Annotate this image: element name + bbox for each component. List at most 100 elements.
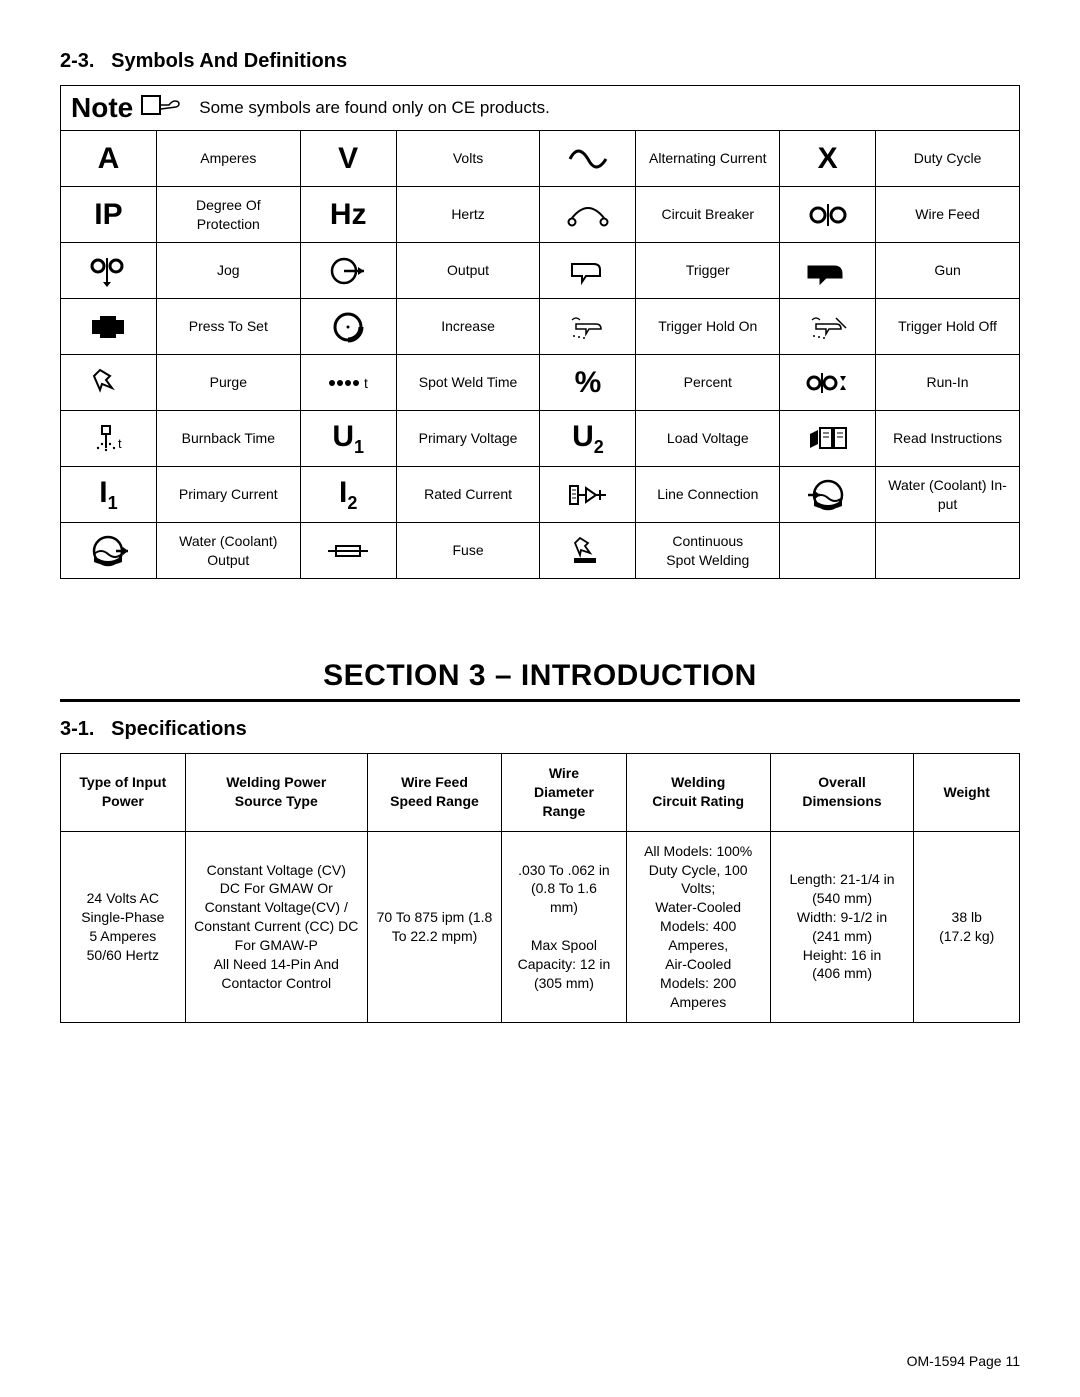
symbol-label: Run-In bbox=[876, 355, 1020, 411]
symbol-label-text: Percent bbox=[684, 374, 732, 390]
increase-icon bbox=[326, 317, 370, 333]
subsection-symbols-title: 2-3. Symbols And Definitions bbox=[60, 50, 1020, 73]
symbol-cell bbox=[540, 243, 636, 299]
symbols-table: AAmperesVVoltsAlternating CurrentXDuty C… bbox=[60, 130, 1020, 579]
svg-text:t: t bbox=[118, 436, 122, 451]
spec-cell: .030 To .062 in (0.8 To 1.6 mm) Max Spoo… bbox=[502, 831, 627, 1022]
symbol-cell bbox=[61, 299, 157, 355]
symbol-cell bbox=[540, 187, 636, 243]
trighold_off-icon bbox=[806, 317, 850, 333]
symbol-cell: V bbox=[300, 131, 396, 187]
symbol-cell bbox=[780, 243, 876, 299]
symbol-label: Volts bbox=[396, 131, 540, 187]
symbol-label: Water (Coolant) In- put bbox=[876, 467, 1020, 523]
breaker-icon bbox=[566, 205, 610, 221]
symbol-label: Gun bbox=[876, 243, 1020, 299]
symbol-label bbox=[876, 523, 1020, 579]
symbol-label-text: Trigger Hold Off bbox=[898, 318, 997, 334]
spec-table: Type of Input PowerWelding Power Source … bbox=[60, 753, 1020, 1023]
subsection-name: Specifications bbox=[111, 718, 247, 740]
symbol-cell bbox=[780, 411, 876, 467]
symbol-label: Read Instructions bbox=[876, 411, 1020, 467]
symbol-label-text: Water (Coolant) In- put bbox=[888, 477, 1007, 512]
symbol-text: U2 bbox=[572, 420, 604, 453]
symbol-label-text: Rated Current bbox=[424, 486, 512, 502]
symbol-label: Load Voltage bbox=[636, 411, 780, 467]
symbol-label: Duty Cycle bbox=[876, 131, 1020, 187]
symbol-label-text: Gun bbox=[934, 262, 960, 278]
section-title: SECTION 3 – INTRODUCTION bbox=[60, 659, 1020, 702]
symbol-label: Fuse bbox=[396, 523, 540, 579]
symbol-label: Primary Voltage bbox=[396, 411, 540, 467]
symbol-text: I2 bbox=[339, 476, 357, 509]
spec-cell: Length: 21-1/4 in (540 mm) Width: 9-1/2 … bbox=[770, 831, 914, 1022]
symbol-label-text: Degree Of Protection bbox=[196, 197, 261, 232]
symbol-cell bbox=[780, 355, 876, 411]
spec-header: Welding Power Source Type bbox=[185, 754, 367, 832]
symbol-label: Hertz bbox=[396, 187, 540, 243]
symbol-text: V bbox=[338, 142, 358, 175]
symbol-cell bbox=[780, 523, 876, 579]
symbol-label-text: Output bbox=[447, 262, 489, 278]
symbol-cell bbox=[780, 187, 876, 243]
symbol-label-text: Water (Coolant) Output bbox=[179, 533, 277, 568]
symbol-label-text: Hertz bbox=[451, 206, 484, 222]
readinst-icon bbox=[806, 429, 850, 445]
symbol-label-text: Continuous Spot Welding bbox=[666, 533, 749, 568]
symbol-label-text: Increase bbox=[441, 318, 495, 334]
symbol-label-text: Amperes bbox=[200, 150, 256, 166]
trighold_on-icon bbox=[566, 317, 610, 333]
note-text: Some symbols are found only on CE produc… bbox=[199, 98, 550, 118]
symbol-cell: U2 bbox=[540, 411, 636, 467]
press-icon bbox=[86, 317, 130, 333]
symbol-cell: t bbox=[300, 355, 396, 411]
spec-cell: 38 lb (17.2 kg) bbox=[914, 831, 1020, 1022]
spec-header: Wire Feed Speed Range bbox=[367, 754, 501, 832]
symbol-label-text: Circuit Breaker bbox=[661, 206, 754, 222]
symbol-cell bbox=[61, 523, 157, 579]
spec-header: Overall Dimensions bbox=[770, 754, 914, 832]
symbol-text: A bbox=[98, 142, 120, 175]
symbol-label: Press To Set bbox=[156, 299, 300, 355]
page-footer: OM-1594 Page 11 bbox=[907, 1353, 1020, 1369]
symbol-label: Trigger Hold Off bbox=[876, 299, 1020, 355]
symbol-label: Output bbox=[396, 243, 540, 299]
symbol-label: Amperes bbox=[156, 131, 300, 187]
footer-page: Page 11 bbox=[969, 1353, 1020, 1369]
coolant_out-icon bbox=[86, 541, 130, 557]
symbol-label-text: Jog bbox=[217, 262, 240, 278]
symbol-label-text: Wire Feed bbox=[915, 206, 980, 222]
symbol-cell bbox=[540, 299, 636, 355]
symbol-cell: I1 bbox=[61, 467, 157, 523]
symbol-label: Jog bbox=[156, 243, 300, 299]
spec-cell: Constant Voltage (CV) DC For GMAW Or Con… bbox=[185, 831, 367, 1022]
symbol-cell: t bbox=[61, 411, 157, 467]
spec-header: Weight bbox=[914, 754, 1020, 832]
output-icon bbox=[326, 261, 370, 277]
symbol-label-text: Press To Set bbox=[189, 318, 268, 334]
symbol-cell: IP bbox=[61, 187, 157, 243]
spec-cell: 70 To 875 ipm (1.8 To 22.2 mpm) bbox=[367, 831, 501, 1022]
symbol-text: I1 bbox=[99, 476, 117, 509]
symbol-label-text: Purge bbox=[210, 374, 247, 390]
symbol-cell bbox=[540, 467, 636, 523]
symbol-label-text: Burnback Time bbox=[182, 430, 275, 446]
spec-header: Type of Input Power bbox=[61, 754, 186, 832]
symbol-cell bbox=[780, 467, 876, 523]
symbol-label: Trigger Hold On bbox=[636, 299, 780, 355]
symbol-text: Hz bbox=[330, 198, 367, 231]
symbol-label-text: Alternating Current bbox=[649, 150, 767, 166]
trigger-icon bbox=[566, 261, 610, 277]
symbol-cell: Hz bbox=[300, 187, 396, 243]
symbol-cell bbox=[540, 523, 636, 579]
symbol-cell bbox=[61, 355, 157, 411]
ac-icon bbox=[566, 149, 610, 165]
symbol-label: Continuous Spot Welding bbox=[636, 523, 780, 579]
symbol-label: Burnback Time bbox=[156, 411, 300, 467]
fuse-icon bbox=[326, 541, 370, 557]
spec-header: Wire Diameter Range bbox=[502, 754, 627, 832]
symbol-label-text: Primary Current bbox=[179, 486, 278, 502]
runin-icon bbox=[804, 373, 852, 389]
note-label-text: Note bbox=[71, 92, 133, 124]
symbol-cell bbox=[300, 523, 396, 579]
